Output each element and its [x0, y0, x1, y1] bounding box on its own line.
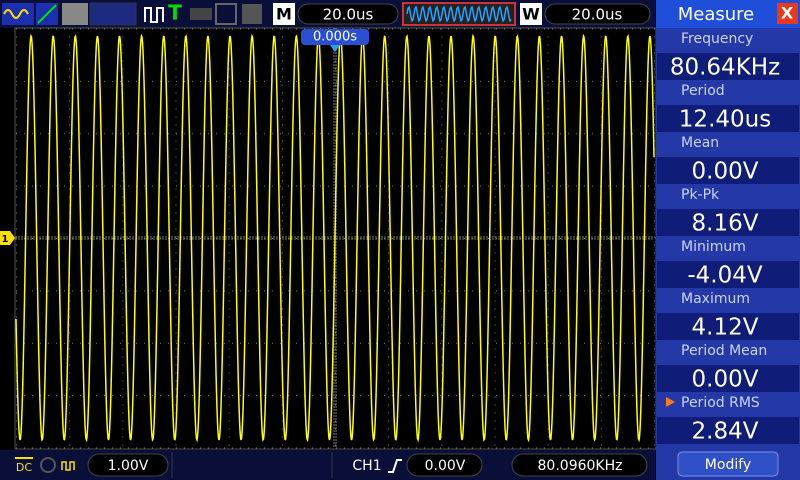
wave-icon-trace — [3, 9, 29, 19]
measure-value-box — [657, 365, 799, 392]
measure-label: Pk-Pk — [681, 187, 720, 203]
volts-per-div: 1.00V — [108, 458, 149, 474]
invert-icon — [61, 461, 75, 471]
volts-box — [87, 453, 169, 477]
measure-value: 8.16V — [692, 211, 759, 237]
save-icon — [215, 3, 237, 25]
wave-icon — [2, 3, 34, 25]
m-time-box — [297, 3, 399, 25]
m-label: M — [276, 5, 292, 24]
usb-icon — [190, 8, 212, 20]
memory-wave — [406, 5, 512, 23]
w-time-box — [544, 3, 651, 25]
w-time: 20.0us — [572, 6, 623, 24]
blank-box — [89, 2, 137, 26]
trigger-position-marker — [330, 45, 340, 52]
measure-label: Minimum — [681, 239, 746, 255]
persist-icon — [62, 3, 88, 25]
frequency-box — [511, 453, 648, 477]
modify-label: Modify — [705, 457, 751, 473]
trigger-position-box — [301, 29, 369, 45]
measure-value: 2.84V — [692, 419, 759, 445]
measure-value: -4.04V — [687, 263, 763, 289]
trigger-position: 0.000s — [313, 30, 357, 45]
measure-value-box — [657, 105, 799, 132]
pulse-icon — [144, 7, 164, 23]
measure-label: Maximum — [681, 291, 750, 307]
measure-label: Period Mean — [681, 343, 767, 359]
measure-label: Mean — [681, 135, 719, 151]
measure-value-box — [657, 417, 799, 444]
measure-value-box — [657, 157, 799, 184]
measure-items: Frequency 80.64KHz Period 12.40us Mean 0.00V P… — [657, 31, 799, 445]
close-button[interactable] — [777, 3, 798, 24]
measure-value-box — [657, 261, 799, 288]
measure-value-box — [657, 209, 799, 236]
modify-button[interactable] — [677, 451, 779, 477]
measure-label: Period — [681, 83, 725, 99]
channel-marker-shape — [0, 231, 15, 245]
channel-marker: 1 — [2, 234, 9, 245]
trigger-channel: CH1 — [352, 458, 381, 474]
print-icon — [242, 4, 262, 24]
measure-value: 0.00V — [692, 159, 759, 185]
trigger-icon: T — [168, 1, 182, 25]
measure-value-box — [657, 53, 799, 80]
measure-value-box — [657, 313, 799, 340]
measure-label: Frequency — [681, 31, 753, 47]
measure-header — [656, 0, 800, 28]
coupling: DC — [16, 461, 32, 474]
close-label: X — [781, 4, 794, 23]
measure-value: 12.40us — [679, 107, 771, 133]
measure-label: Period RMS — [681, 395, 760, 411]
selected-indicator — [666, 397, 675, 407]
trigger-level-box — [406, 453, 483, 477]
w-label: W — [522, 5, 540, 24]
measure-value: 0.00V — [692, 367, 759, 393]
measure-value: 80.64KHz — [670, 55, 780, 81]
counter-frequency: 80.0960KHz — [538, 458, 623, 474]
measure-value: 4.12V — [692, 315, 759, 341]
bw-icon — [40, 457, 56, 473]
m-time: 20.0us — [323, 6, 374, 24]
measure-title: Measure — [678, 4, 755, 25]
edge-icon — [388, 459, 402, 473]
w-box — [520, 3, 542, 25]
m-box — [273, 3, 295, 25]
waveform-trace — [15, 33, 655, 443]
ramp-icon-line — [37, 4, 57, 24]
trigger-level: 0.00V — [425, 458, 466, 474]
